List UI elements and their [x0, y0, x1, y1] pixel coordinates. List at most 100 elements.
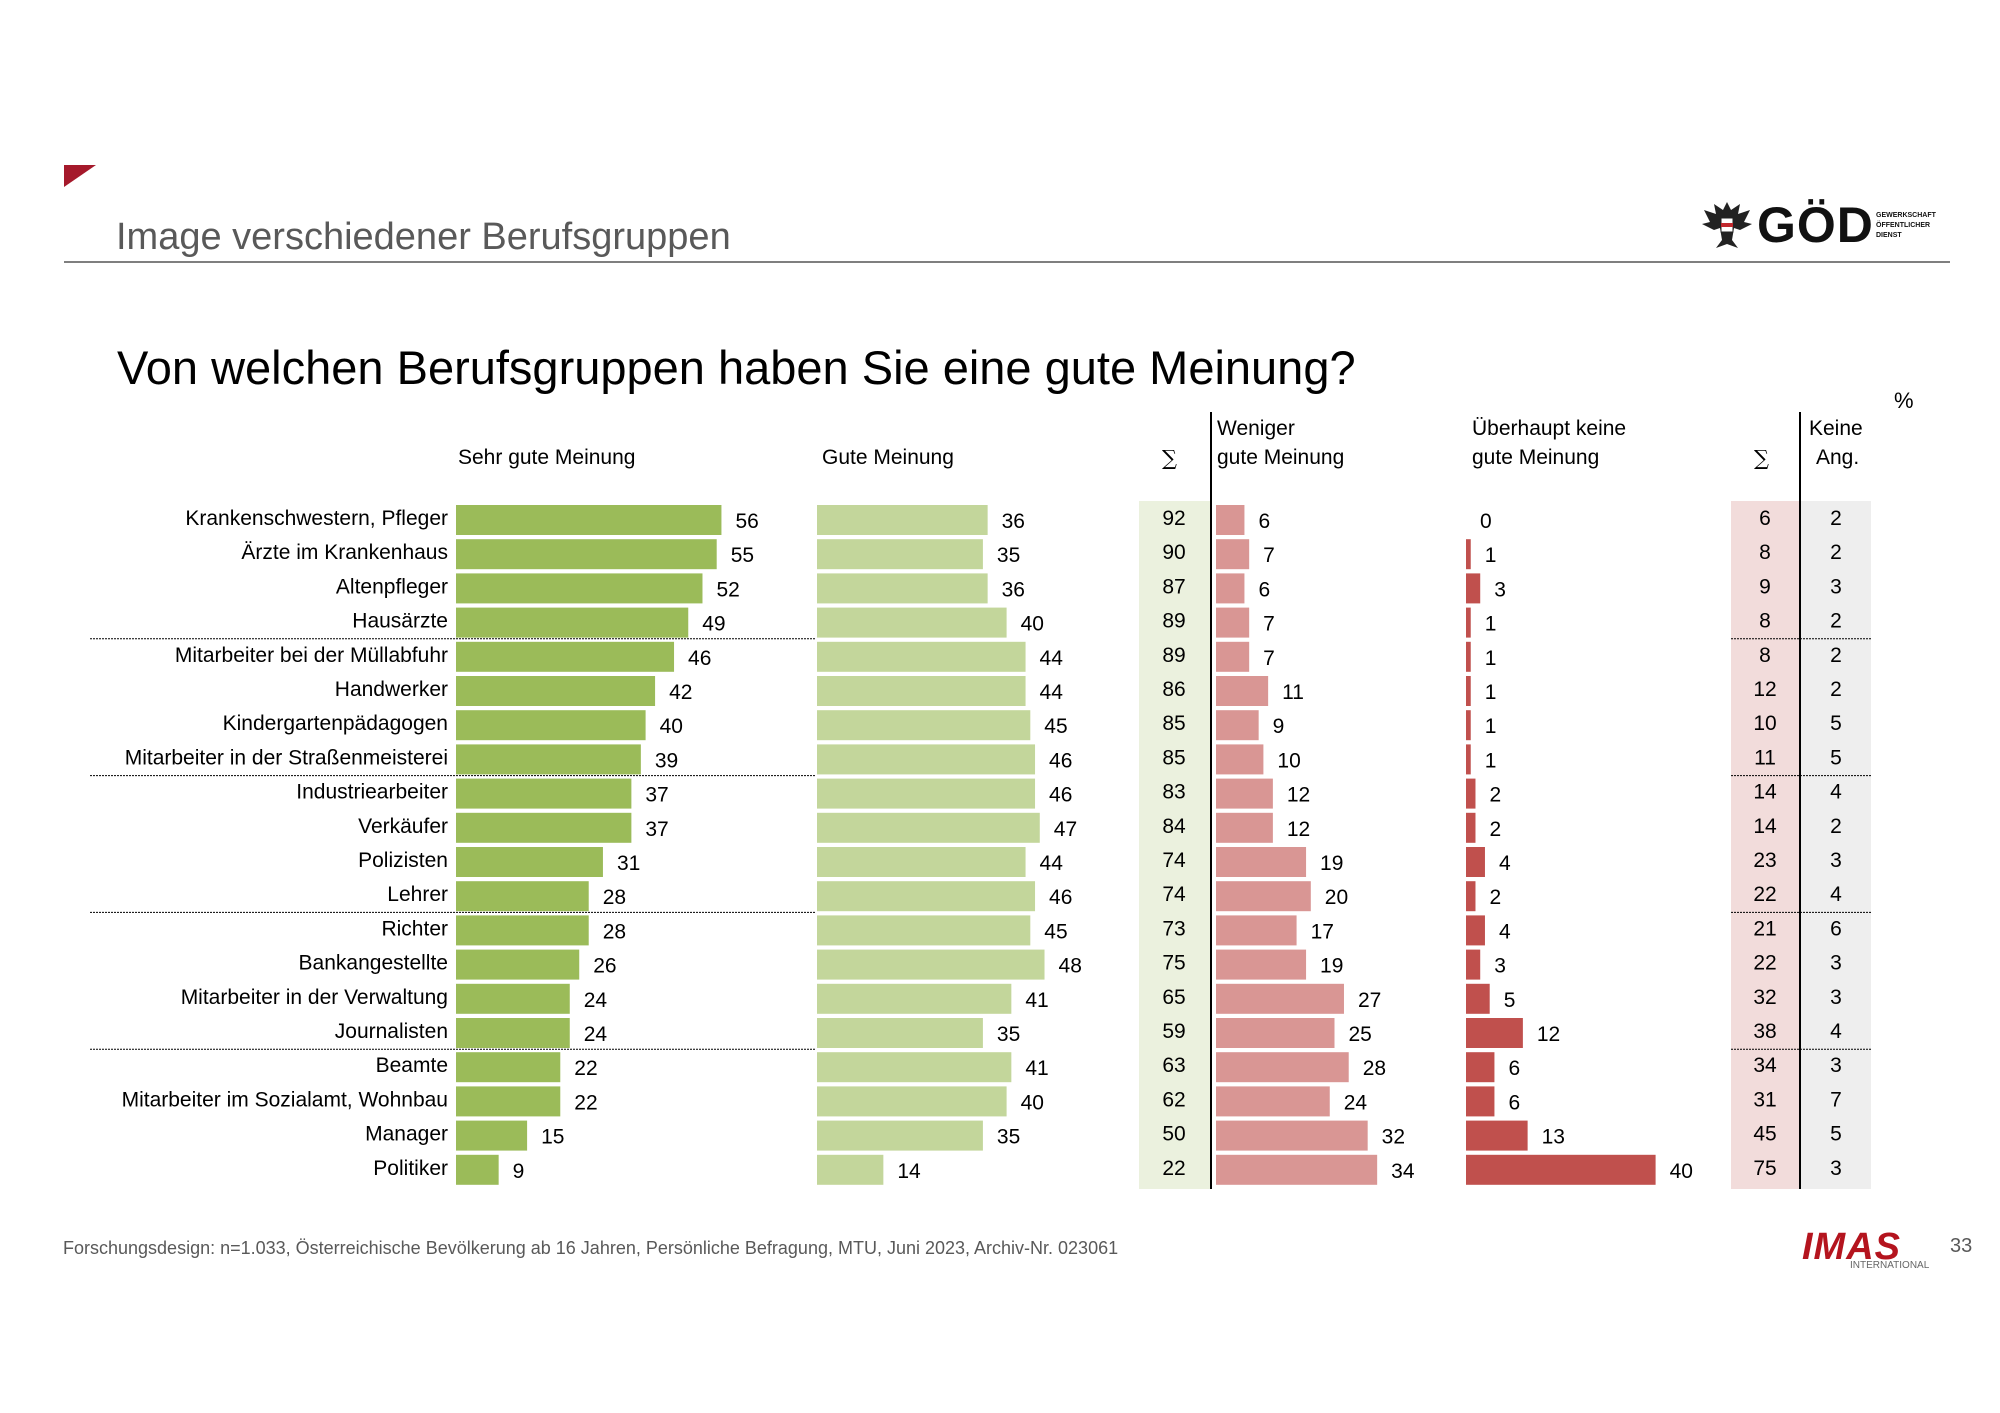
bar-keine-gut — [1466, 607, 1471, 638]
value-sum-negative: 32 — [1753, 986, 1776, 1009]
bar-gut — [817, 812, 1040, 843]
bar-keine-gut — [1466, 1086, 1495, 1117]
value-sum-positive: 89 — [1162, 644, 1185, 667]
value-keine-ang: 3 — [1830, 1054, 1842, 1077]
value-label-keine-gut: 1 — [1485, 715, 1497, 738]
bar-sehr-gut — [456, 915, 589, 946]
value-label-sehr-gut: 26 — [593, 955, 616, 978]
value-label-sehr-gut: 39 — [655, 749, 678, 772]
bar-gut — [817, 573, 988, 604]
bar-keine-gut — [1466, 641, 1471, 672]
bar-sehr-gut — [456, 1154, 499, 1185]
bar-sehr-gut — [456, 744, 641, 775]
bar-weniger-gut — [1216, 778, 1273, 809]
bar-sehr-gut — [456, 1120, 528, 1151]
value-keine-ang: 4 — [1830, 883, 1842, 906]
bar-sehr-gut — [456, 607, 689, 638]
category-label: Mitarbeiter in der Straßenmeisterei — [125, 746, 448, 769]
bar-sehr-gut — [456, 949, 580, 980]
value-label-sehr-gut: 49 — [702, 613, 725, 636]
bar-keine-gut — [1466, 983, 1490, 1014]
god-logo — [1700, 196, 1960, 256]
value-keine-ang: 4 — [1830, 1020, 1842, 1043]
page-number: 33 — [1950, 1235, 1973, 1257]
bar-gut — [817, 881, 1036, 912]
value-label-gut: 48 — [1059, 955, 1082, 978]
value-label-gut: 36 — [1002, 510, 1025, 533]
bar-gut — [817, 710, 1031, 741]
value-label-sehr-gut: 31 — [617, 852, 640, 875]
category-label: Mitarbeiter in der Verwaltung — [181, 986, 448, 1009]
bar-keine-gut — [1466, 847, 1485, 877]
header-keine-line2: gute Meinung — [1472, 446, 1600, 469]
header-sum-negative: ∑ — [1754, 446, 1769, 470]
corner-triangle-icon — [64, 165, 96, 187]
value-keine-ang: 5 — [1830, 746, 1842, 769]
value-keine-ang: 3 — [1830, 986, 1842, 1009]
bar-gut — [817, 1052, 1012, 1083]
bar-sehr-gut — [456, 505, 722, 535]
value-label-sehr-gut: 24 — [584, 989, 608, 1012]
value-label-weniger-gut: 6 — [1258, 510, 1270, 533]
god-sub-line: DIENST — [1876, 232, 1902, 239]
header-sum-positive: ∑ — [1162, 446, 1177, 470]
value-label-keine-gut: 1 — [1485, 681, 1497, 704]
value-label-keine-gut: 12 — [1537, 1023, 1560, 1046]
bar-sehr-gut — [456, 812, 632, 843]
value-keine-ang: 3 — [1830, 849, 1842, 872]
god-logo-subtitle: GEWERKSCHAFT ÖFFENTLICHER DIENST — [1876, 211, 1936, 241]
bar-weniger-gut — [1216, 744, 1264, 775]
value-label-sehr-gut: 40 — [660, 715, 683, 738]
header-sehr-gut: Sehr gute Meinung — [458, 446, 636, 469]
bar-weniger-gut — [1216, 710, 1259, 741]
value-label-keine-gut: 2 — [1489, 784, 1501, 807]
value-keine-ang: 3 — [1830, 575, 1842, 598]
value-label-sehr-gut: 9 — [513, 1160, 525, 1183]
category-label: Altenpfleger — [336, 575, 448, 598]
bar-keine-gut — [1466, 949, 1481, 980]
value-sum-negative: 45 — [1753, 1123, 1776, 1146]
bar-keine-gut — [1466, 812, 1476, 843]
bar-weniger-gut — [1216, 983, 1344, 1014]
value-sum-positive: 65 — [1162, 986, 1185, 1009]
bar-keine-gut — [1466, 710, 1471, 741]
value-label-gut: 47 — [1054, 818, 1077, 841]
value-label-sehr-gut: 28 — [603, 886, 626, 909]
bar-sehr-gut — [456, 710, 646, 741]
value-keine-ang: 5 — [1830, 1123, 1842, 1146]
imas-logo: IMAS — [1802, 1226, 1901, 1268]
value-label-keine-gut: 13 — [1542, 1126, 1565, 1149]
value-label-sehr-gut: 42 — [669, 681, 692, 704]
value-label-sehr-gut: 56 — [735, 510, 758, 533]
value-sum-negative: 23 — [1753, 849, 1776, 872]
category-label: Manager — [365, 1123, 448, 1146]
bar-keine-gut — [1466, 1052, 1495, 1083]
bar-weniger-gut — [1216, 949, 1307, 980]
bar-keine-gut — [1466, 1120, 1528, 1151]
value-label-weniger-gut: 32 — [1382, 1126, 1405, 1149]
category-label: Lehrer — [387, 883, 448, 906]
header-weniger-line2: gute Meinung — [1217, 446, 1345, 469]
imas-logo-subtitle: INTERNATIONAL — [1850, 1260, 1930, 1271]
bar-gut — [817, 915, 1031, 946]
value-keine-ang: 3 — [1830, 1157, 1842, 1180]
bar-keine-gut — [1466, 1018, 1523, 1048]
value-label-sehr-gut: 55 — [731, 544, 754, 567]
god-sub-line: GEWERKSCHAFT — [1876, 212, 1936, 219]
value-keine-ang: 5 — [1830, 712, 1842, 735]
value-keine-ang: 6 — [1830, 917, 1842, 940]
section-title: Image verschiedener Berufsgruppen — [116, 216, 731, 258]
question-title: Von welchen Berufsgruppen haben Sie eine… — [117, 341, 1356, 394]
bar-sehr-gut — [456, 1086, 561, 1117]
value-label-sehr-gut: 52 — [716, 578, 739, 601]
value-keine-ang: 2 — [1830, 644, 1842, 667]
header-weniger-line1: Weniger — [1217, 417, 1295, 440]
header-keine-line1: Überhaupt keine — [1472, 417, 1627, 440]
value-label-keine-gut: 2 — [1489, 886, 1501, 909]
value-keine-ang: 2 — [1830, 541, 1842, 564]
value-label-gut: 35 — [997, 1126, 1020, 1149]
bar-weniger-gut — [1216, 505, 1245, 535]
bar-weniger-gut — [1216, 812, 1273, 843]
category-label: Hausärzte — [352, 610, 448, 633]
bar-sehr-gut — [456, 847, 603, 877]
